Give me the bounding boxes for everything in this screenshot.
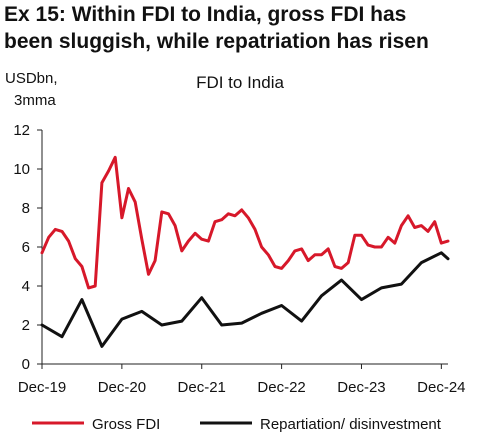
headline-line-2: been sluggish, while repatriation has ri… xyxy=(4,30,429,53)
chart-legend: Gross FDI Repartiation/ disinvestment xyxy=(32,416,442,433)
y-axis-label-line-2: 3mma xyxy=(14,92,56,109)
headline-line-1: Ex 15: Within FDI to India, gross FDI ha… xyxy=(4,3,407,26)
y-tick-label: 6 xyxy=(22,239,30,256)
series-line-repatriation xyxy=(40,251,450,348)
y-axis-label-line-1: USDbn, xyxy=(5,70,58,87)
y-tick-label: 4 xyxy=(22,278,30,295)
x-tick-label: Dec-24 xyxy=(417,379,465,396)
y-axis-label: USDbn, 3mma xyxy=(5,68,58,112)
y-tick-label: 10 xyxy=(13,161,30,178)
chart-headline: Ex 15: Within FDI to India, gross FDI ha… xyxy=(4,1,490,55)
y-tick-label: 8 xyxy=(22,200,30,217)
chart-series-lines xyxy=(40,155,450,348)
y-tick-label: 12 xyxy=(13,122,30,139)
chart-title: FDI to India xyxy=(196,73,284,92)
legend-label-0: Gross FDI xyxy=(92,416,160,433)
x-tick-label: Dec-20 xyxy=(98,379,146,396)
chart-axes: 0 2 4 6 8 10 12 Dec-19 Dec-20 Dec-21 Dec-22 Dec-23 D… xyxy=(13,122,465,396)
legend-label-1: Repartiation/ disinvestment xyxy=(260,416,442,433)
x-tick-label: Dec-21 xyxy=(178,379,226,396)
x-tick-label: Dec-22 xyxy=(257,379,305,396)
y-tick-label: 2 xyxy=(22,317,30,334)
x-tick-label: Dec-23 xyxy=(337,379,385,396)
y-tick-label: 0 xyxy=(22,356,30,373)
x-tick-label: Dec-19 xyxy=(18,379,66,396)
series-line-gross-fdi xyxy=(40,155,450,290)
